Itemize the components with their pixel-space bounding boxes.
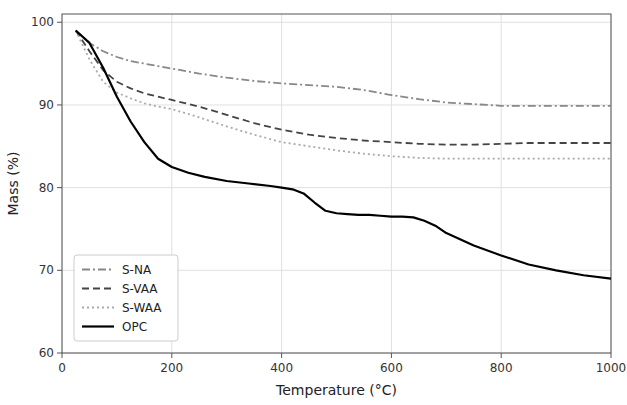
tick-mark xyxy=(57,187,62,188)
tick-mark xyxy=(391,353,392,358)
series-line xyxy=(76,31,611,279)
tick-label: 1000 xyxy=(596,361,627,375)
tick-label: 80 xyxy=(39,181,54,195)
x-axis-label: Temperature (°C) xyxy=(275,382,397,398)
tick-mark xyxy=(171,353,172,358)
series-line xyxy=(76,31,611,106)
legend-label: S-VAA xyxy=(122,282,158,296)
legend-label: S-WAA xyxy=(122,301,162,315)
background xyxy=(0,0,627,405)
tick-mark xyxy=(611,353,612,358)
tick-label: 200 xyxy=(160,361,183,375)
tick-label: 0 xyxy=(58,361,66,375)
tick-mark xyxy=(62,353,63,358)
tick-label: 70 xyxy=(39,263,54,277)
legend-swatch xyxy=(82,307,114,309)
tick-mark xyxy=(281,353,282,358)
legend: S-NA S-VAA S-WAA OPC xyxy=(74,255,178,341)
legend-label: OPC xyxy=(122,320,147,334)
grid-line xyxy=(62,22,611,23)
tick-label: 60 xyxy=(39,346,54,360)
series-line xyxy=(76,31,611,159)
tick-label: 90 xyxy=(39,98,54,112)
grid-line xyxy=(501,14,502,353)
tick-label: 400 xyxy=(270,361,293,375)
series-line xyxy=(76,31,611,145)
ticks: 6070809010002004006008001000 xyxy=(31,15,626,375)
plot-frame xyxy=(62,14,611,353)
tick-mark xyxy=(57,104,62,105)
tick-mark xyxy=(57,22,62,23)
grid-line xyxy=(391,14,392,353)
y-axis-label: Mass (%) xyxy=(5,152,21,216)
tick-label: 800 xyxy=(490,361,513,375)
tick-mark xyxy=(57,270,62,271)
grid xyxy=(62,14,611,353)
chart: 6070809010002004006008001000Temperature … xyxy=(0,0,627,405)
grid-line xyxy=(62,187,611,188)
tick-label: 100 xyxy=(31,15,54,29)
legend-swatch xyxy=(82,269,114,271)
legend-swatch xyxy=(82,325,114,327)
grid-line xyxy=(281,14,282,353)
lines xyxy=(76,31,611,279)
tick-mark xyxy=(501,353,502,358)
tick-label: 600 xyxy=(380,361,403,375)
legend-swatch xyxy=(82,288,114,290)
tick-mark xyxy=(57,353,62,354)
legend-box xyxy=(74,255,178,341)
legend-label: S-NA xyxy=(122,263,152,277)
